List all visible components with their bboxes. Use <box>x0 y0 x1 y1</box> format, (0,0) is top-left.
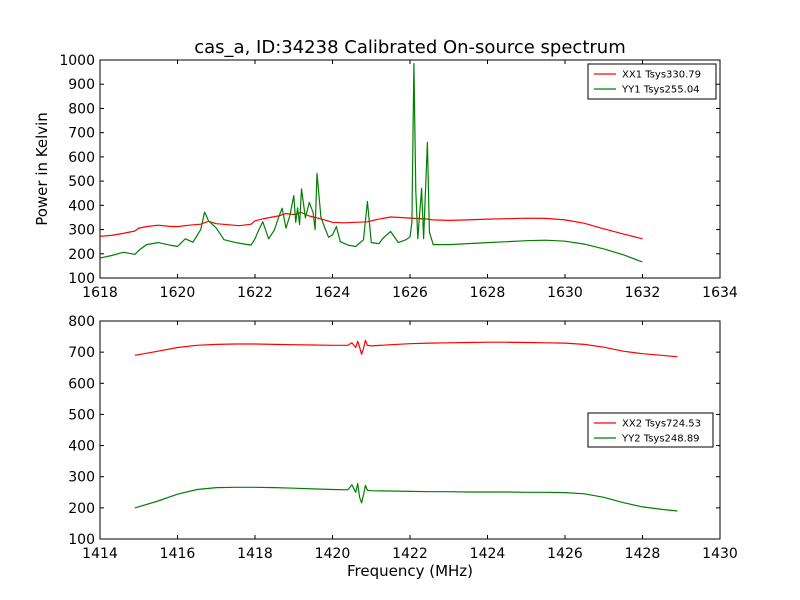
top-y-tick-label: 400 <box>68 198 95 214</box>
top-x-tick-label: 1632 <box>625 285 661 301</box>
top-y-tick-label: 200 <box>68 247 95 263</box>
top-y-tick-label: 300 <box>68 223 95 239</box>
top-y-tick-label: 600 <box>68 150 95 166</box>
bottom-x-tick-label: 1422 <box>392 546 428 562</box>
bottom-legend-label: YY2 Tsys248.89 <box>621 434 700 445</box>
top-y-tick-label: 1000 <box>59 53 95 69</box>
bottom-x-tick-label: 1418 <box>237 546 273 562</box>
top-y-tick-label: 100 <box>68 271 95 287</box>
bottom-x-tick-label: 1420 <box>315 546 351 562</box>
top-legend: XX1 Tsys330.79 YY1 Tsys255.04 <box>587 63 717 100</box>
bottom-y-tick-label: 700 <box>68 345 95 361</box>
top-y-tick-label: 500 <box>68 174 95 190</box>
bottom-legend: XX2 Tsys724.53 YY2 Tsys248.89 <box>587 412 714 448</box>
top-legend-label: XX1 Tsys330.79 <box>622 70 701 81</box>
x-axis-label: Frequency (MHz) <box>347 562 473 580</box>
bottom-legend-box <box>587 412 714 448</box>
top-x-tick-label: 1634 <box>702 285 738 301</box>
bottom-y-tick-label: 400 <box>68 439 95 455</box>
bottom-x-tick-label: 1424 <box>470 546 506 562</box>
top-x-tick-label: 1628 <box>470 285 506 301</box>
top-y-tick-label: 700 <box>68 126 95 142</box>
bottom-series-line-xx <box>134 339 678 358</box>
bottom-x-tick-label: 1430 <box>702 546 738 562</box>
bottom-x-tick-label: 1428 <box>625 546 661 562</box>
bottom-x-tick-label: 1414 <box>82 546 118 562</box>
top-x-tick-label: 1630 <box>547 285 583 301</box>
top-x-tick-label: 1624 <box>315 285 351 301</box>
top-x-tick-label: 1626 <box>392 285 428 301</box>
bottom-x-tick-label: 1426 <box>547 546 583 562</box>
bottom-spectrum-plot: 1414 1416 1418 1420 1422 1424 1426 1428 1430 100 2… <box>68 314 738 562</box>
top-x-tick-label: 1622 <box>237 285 273 301</box>
bottom-y-tick-label: 500 <box>68 407 95 423</box>
bottom-y-tick-label: 200 <box>68 501 95 517</box>
top-series-line-yy <box>99 63 643 263</box>
bottom-x-tick-label: 1416 <box>160 546 196 562</box>
top-legend-label: YY1 Tsys255.04 <box>621 85 700 96</box>
top-y-tick-label: 900 <box>68 77 95 93</box>
bottom-legend-label: XX2 Tsys724.53 <box>622 419 701 430</box>
top-legend-box <box>587 63 717 100</box>
top-y-tick-label: 800 <box>68 101 95 117</box>
bottom-y-tick-label: 100 <box>68 532 95 548</box>
top-x-tick-label: 1620 <box>160 285 196 301</box>
top-spectrum-plot: 1618 1620 1622 1624 1626 1628 1630 1632 1634 100 2… <box>59 53 738 301</box>
bottom-y-tick-label: 800 <box>68 314 95 330</box>
bottom-y-tick-label: 600 <box>68 376 95 392</box>
bottom-series-line-yy <box>134 483 678 512</box>
top-x-tick-label: 1618 <box>82 285 118 301</box>
top-series-line-xx <box>99 212 643 240</box>
chart-title: cas_a, ID:34238 Calibrated On-source spe… <box>194 37 625 58</box>
bottom-y-tick-label: 300 <box>68 470 95 486</box>
y-axis-label: Power in Kelvin <box>33 112 51 226</box>
